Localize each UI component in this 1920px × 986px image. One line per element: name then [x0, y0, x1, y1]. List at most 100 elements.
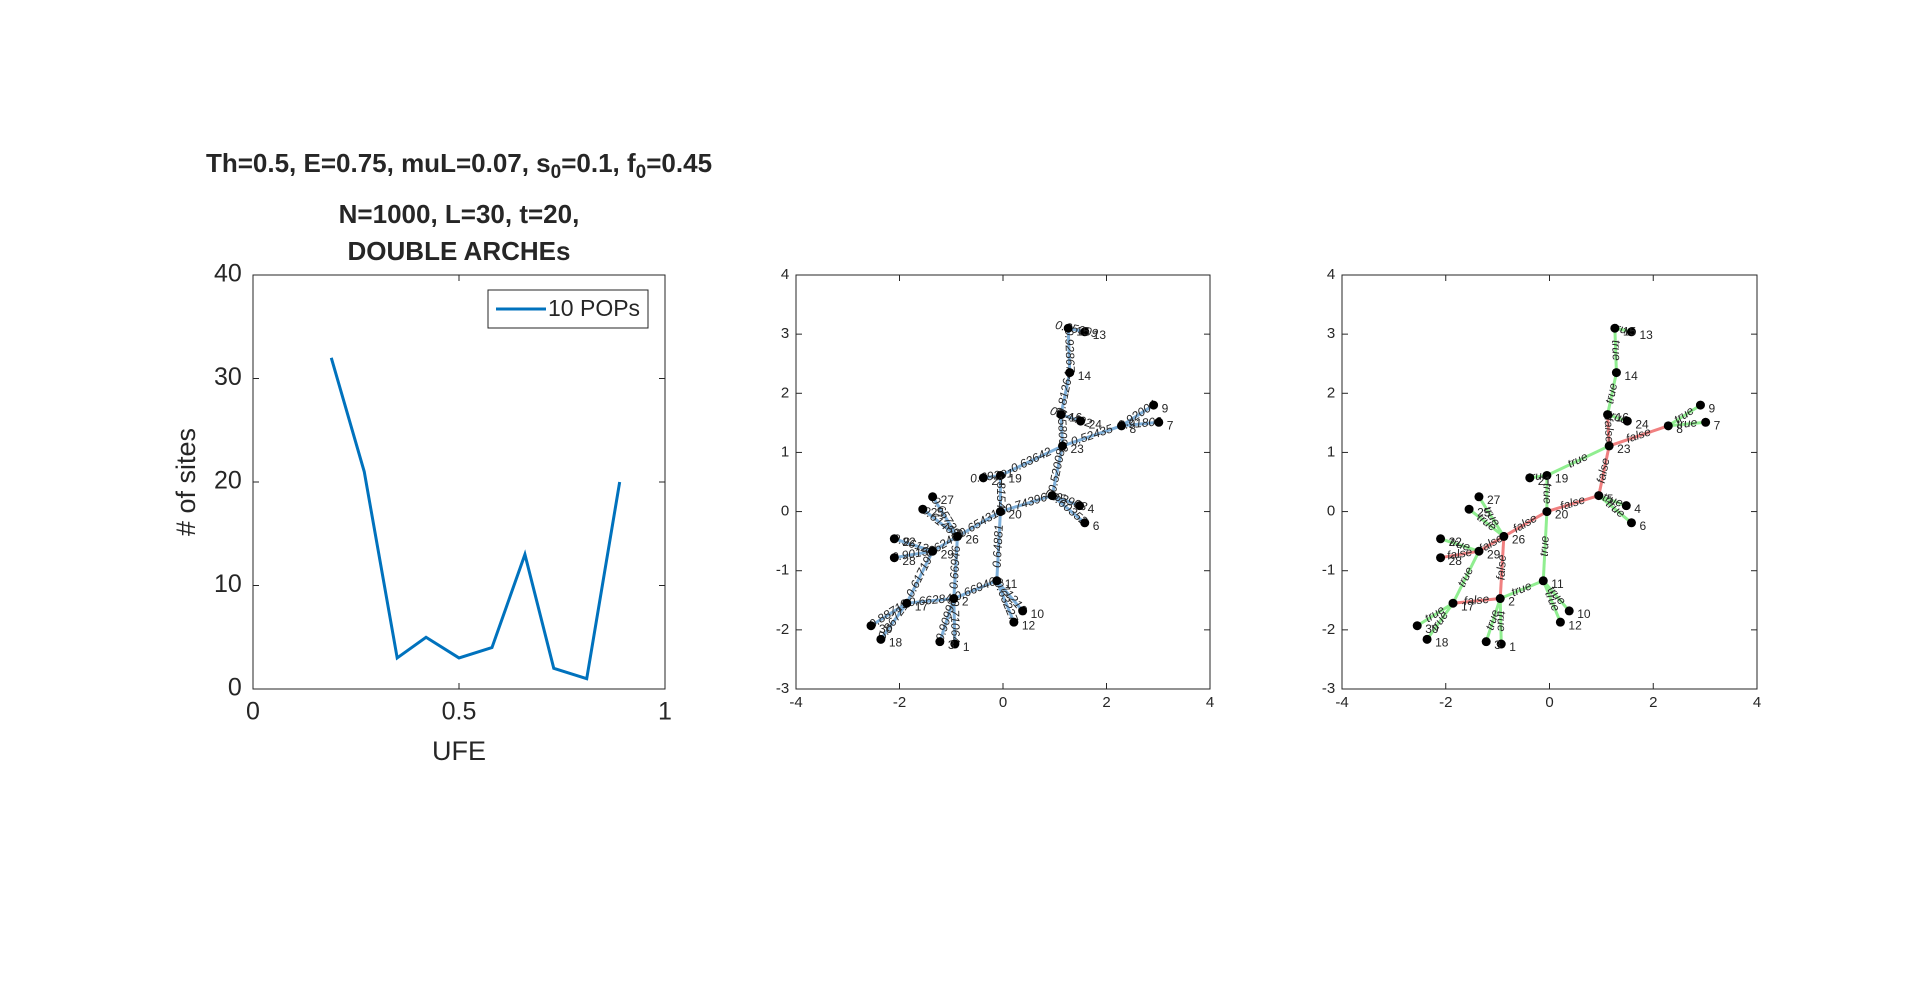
- x-axis-label: UFE: [432, 736, 486, 766]
- edge-label: 0.66284: [908, 591, 953, 609]
- node-label: 11: [1005, 577, 1018, 591]
- graph-edge: [1606, 414, 1611, 446]
- node-label: 21: [991, 474, 1005, 488]
- y-tick-label: -1: [1322, 562, 1335, 579]
- graph-node: [1474, 546, 1484, 556]
- edge-label: 0.58093: [1054, 408, 1070, 452]
- graph-edge: [870, 601, 908, 627]
- graph-edge: [921, 508, 959, 538]
- node-label: 4: [1634, 502, 1641, 516]
- graph-edge: [1059, 414, 1065, 446]
- graph-node: [918, 504, 928, 514]
- graph-node: [1626, 327, 1636, 337]
- y-axis-label: # of sites: [171, 428, 201, 536]
- edge-label: false: [1602, 417, 1617, 443]
- graph-node: [995, 470, 1005, 480]
- graph-node: [1542, 507, 1552, 517]
- x-tick-label: 0: [1545, 694, 1553, 711]
- edge-label: 0.71064: [948, 599, 963, 643]
- node-label: 27: [1487, 493, 1501, 507]
- graph-edge: [1059, 372, 1072, 415]
- node-label: 24: [1089, 417, 1103, 431]
- node-label: 25: [1477, 505, 1491, 519]
- graph-edge: [1478, 535, 1505, 553]
- graph-edge: [1062, 424, 1122, 448]
- node-label: 28: [902, 554, 916, 568]
- y-tick-label: 1: [1327, 443, 1335, 460]
- graph-node: [952, 531, 962, 541]
- graph-node: [1496, 639, 1506, 649]
- node-label: 24: [1635, 417, 1649, 431]
- graph-node: [1056, 410, 1066, 420]
- graph-edge: [1613, 328, 1618, 373]
- graph-edge: [1066, 328, 1072, 373]
- graph-node: [1701, 417, 1711, 427]
- graph-edge: [1416, 601, 1454, 627]
- graph-edge: [1468, 508, 1505, 538]
- graph-node: [1474, 492, 1484, 502]
- node-label: 20: [1555, 508, 1569, 522]
- graph-edge: [894, 549, 933, 560]
- node-label: 1: [1509, 640, 1516, 654]
- graph-edge: [1606, 372, 1618, 415]
- node-label: 26: [1512, 533, 1526, 547]
- graph-node: [1538, 576, 1548, 586]
- node-label: 19: [1555, 472, 1569, 486]
- y-tick-label: 3: [781, 325, 789, 342]
- y-tick-label: 4: [1327, 266, 1335, 283]
- x-tick-label: -2: [1439, 694, 1452, 711]
- graph-node: [1464, 504, 1474, 514]
- graph-node: [1611, 368, 1621, 378]
- graph-edge: [999, 444, 1064, 477]
- graph-node: [1080, 327, 1090, 337]
- node-label: 7: [1714, 418, 1721, 432]
- graph-edge: [1121, 420, 1159, 428]
- data-line: [329, 357, 622, 681]
- graph-edge: [893, 537, 934, 553]
- graph-node: [978, 473, 988, 483]
- edge-label: 0.92867: [1062, 328, 1078, 373]
- edge-label: true: [1537, 535, 1552, 557]
- edge-label: true: [1483, 608, 1503, 632]
- axes-box: [252, 274, 666, 690]
- edge-label: false: [1594, 456, 1613, 484]
- node-label: 19: [1008, 472, 1022, 486]
- node-label: 14: [1078, 369, 1092, 383]
- graph-node: [902, 598, 912, 608]
- node-label: 12: [1022, 618, 1036, 632]
- node-label: 22: [902, 535, 916, 549]
- graph-node: [876, 634, 886, 644]
- y-tick-label: 3: [1327, 325, 1335, 342]
- edge-label: true: [1541, 483, 1555, 504]
- graph-edge: [1608, 424, 1669, 448]
- graph-node: [1481, 637, 1491, 647]
- graph-node: [1594, 491, 1604, 501]
- node-label: 2: [962, 595, 969, 609]
- graph-edge: [999, 494, 1053, 514]
- edge-label: false: [1463, 592, 1490, 608]
- x-tick-label: 4: [1753, 694, 1761, 711]
- graph-edge: [1503, 510, 1548, 538]
- graph-node: [1610, 323, 1620, 333]
- node-label: 2: [1508, 595, 1515, 609]
- graph-edge: [1120, 403, 1155, 428]
- graph-edge: [1440, 537, 1480, 553]
- graph-node: [928, 546, 938, 556]
- edge-label: true: [1494, 611, 1508, 632]
- node-label: 15: [1623, 324, 1637, 338]
- legend-label: 10 POPs: [548, 295, 640, 321]
- graph-edge: [1440, 549, 1480, 560]
- graph-node: [1564, 606, 1574, 616]
- graph-edge: [1546, 494, 1600, 514]
- graph-node: [928, 492, 938, 502]
- graph-edge: [1598, 494, 1627, 508]
- graph-node: [1075, 501, 1085, 511]
- x-tick-label: 0: [999, 694, 1007, 711]
- y-tick-label: 0: [228, 674, 242, 702]
- graph-node: [1448, 598, 1458, 608]
- graph-edge: [931, 535, 959, 553]
- graph-edge: [956, 510, 1002, 538]
- node-label: 3: [948, 638, 955, 652]
- graph-node: [889, 534, 899, 544]
